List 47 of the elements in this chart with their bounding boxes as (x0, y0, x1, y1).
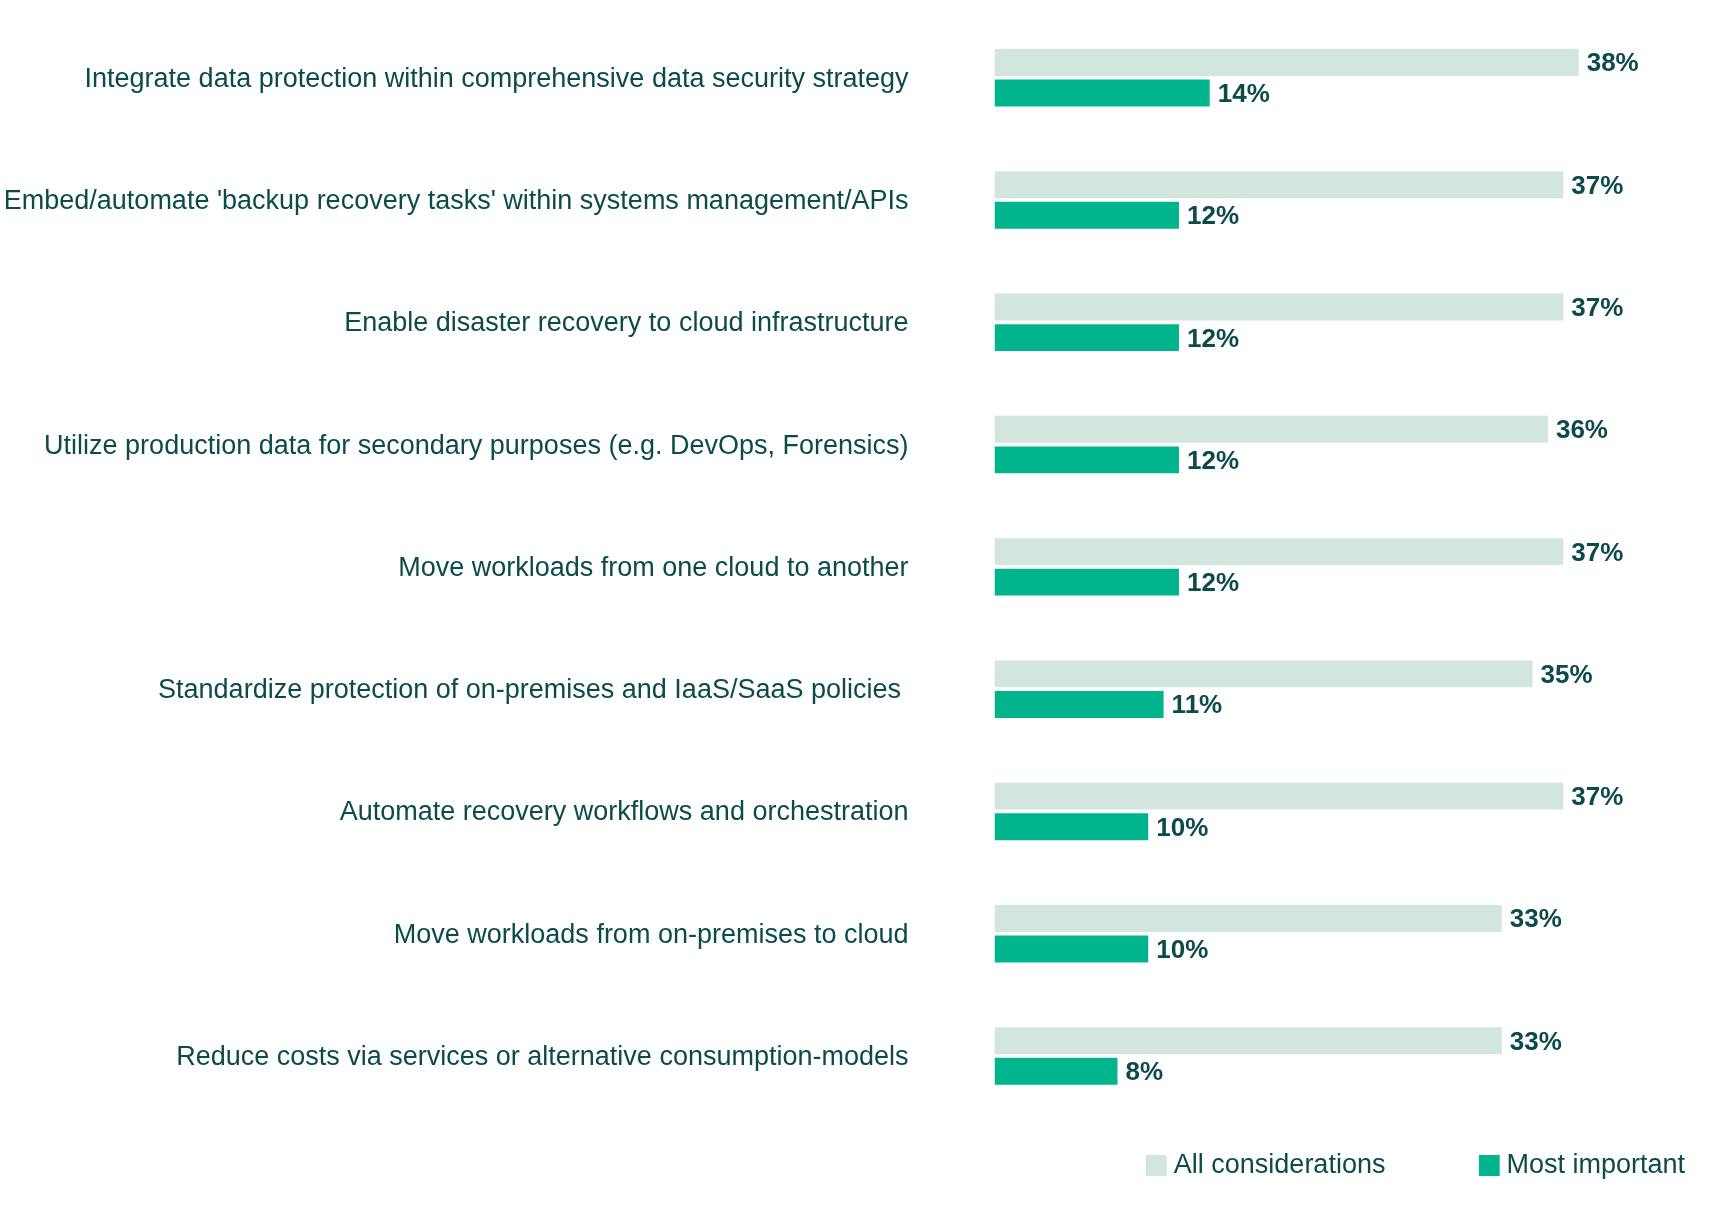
bar (994, 324, 1179, 352)
bar (994, 171, 1564, 199)
y-tick-label: Move workloads from one cloud to another (398, 551, 909, 582)
data-label: 37% (1571, 169, 1624, 200)
bar (994, 49, 1579, 76)
data-label: 37% (1571, 536, 1624, 567)
y-tick-label: Enable disaster recovery to cloud infrastructure (344, 307, 909, 338)
bar (994, 446, 1179, 474)
bar (994, 935, 1149, 963)
data-label: 11% (1171, 689, 1223, 720)
data-label: 12% (1186, 200, 1240, 231)
y-tick-label: Move workloads from on-premises to cloud (393, 918, 909, 949)
data-label: 33% (1509, 903, 1562, 934)
y-tick-label: Reduce costs via services or alternative consumption-models (176, 1040, 909, 1071)
y-tick-label: Automate recovery workflows and orchestration (339, 796, 909, 827)
y-tick-label: Integrate data protection within comprehensive data security strategy (84, 62, 909, 93)
bar (994, 201, 1179, 229)
data-label: 12% (1186, 322, 1240, 353)
bar (994, 904, 1502, 932)
legend-label: Most important (1506, 1149, 1685, 1180)
bar (994, 660, 1533, 688)
legend-label: All considerations (1173, 1149, 1386, 1180)
bar (994, 1057, 1118, 1085)
data-label: 35% (1540, 658, 1593, 689)
data-label: 12% (1186, 444, 1240, 475)
y-tick-label: Utilize production data for secondary purposes (e.g. DevOps, Forensics) (44, 429, 909, 460)
data-label: 10% (1156, 811, 1209, 842)
bar (994, 79, 1210, 107)
bar (994, 1027, 1502, 1055)
data-label: 33% (1509, 1025, 1562, 1056)
bar (994, 415, 1548, 443)
data-label: 8% (1125, 1056, 1164, 1087)
bar (994, 782, 1564, 810)
bar (994, 538, 1564, 566)
y-tick-label: Standardize protection of on-premises and IaaS/SaaS policies (158, 674, 901, 705)
data-label: 37% (1571, 292, 1624, 323)
data-label: 38% (1586, 47, 1639, 78)
data-label: 10% (1156, 934, 1209, 964)
bar (994, 690, 1164, 718)
bar (994, 813, 1149, 841)
data-label: 36% (1555, 414, 1608, 445)
data-label: 14% (1217, 78, 1270, 109)
bar (994, 293, 1564, 321)
y-tick-label: Embed/automate 'backup recovery tasks' within systems management/APIs (3, 185, 909, 216)
data-label: 12% (1186, 567, 1240, 598)
bar (994, 568, 1179, 596)
data-label: 37% (1571, 781, 1624, 812)
